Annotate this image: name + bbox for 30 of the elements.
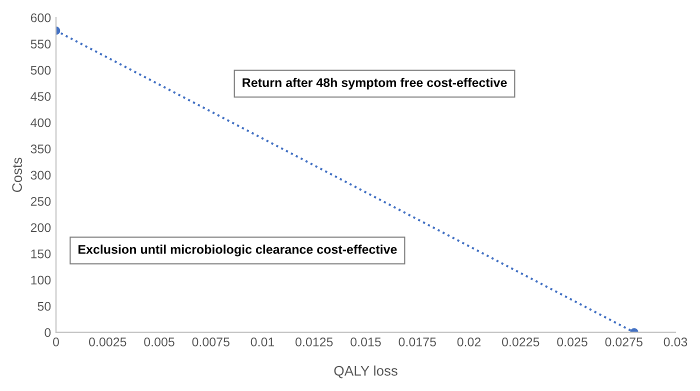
x-tick-label: 0.02 — [457, 338, 481, 346]
y-tick-label: 200 — [30, 223, 51, 232]
annotation: Return after 48h symptom free cost-effective — [242, 78, 507, 90]
y-tick-label: 400 — [30, 118, 51, 128]
x-tick-label: 0.0175 — [398, 338, 436, 346]
y-tick-label: 600 — [30, 13, 51, 22]
y-tick-label: 50 — [38, 302, 51, 311]
x-tick-label: 0.03 — [664, 338, 688, 346]
x-tick-label: 0.0025 — [89, 338, 126, 346]
y-tick-label: 100 — [31, 276, 51, 285]
y-tick-label: 300 — [30, 170, 51, 180]
y-tick-label: 500 — [30, 66, 51, 75]
x-tick-label: 0.01 — [250, 338, 274, 346]
y-tick-label: 150 — [31, 249, 51, 258]
x-axis-title: QALY loss — [334, 366, 398, 378]
x-tick-label: 0.0275 — [605, 338, 642, 346]
y-tick-label: 0 — [44, 328, 51, 337]
x-tick-label: 0.0075 — [192, 338, 230, 346]
x-tick-label: 0.025 — [557, 338, 588, 346]
y-tick-label: 250 — [30, 197, 51, 206]
annotation: Exclusion until microbiologic clearance cost-effective — [78, 244, 397, 256]
x-tick-label: 0 — [53, 338, 59, 346]
y-tick-label: 450 — [30, 92, 51, 101]
y-tick-label: 550 — [30, 40, 51, 48]
x-tick-label: 0.015 — [350, 338, 381, 346]
x-tick-label: 0.0225 — [502, 338, 540, 346]
x-tick-label: 0.0125 — [296, 338, 333, 346]
x-tick-label: 0.005 — [144, 338, 174, 346]
y-axis-title: Costs — [12, 158, 22, 192]
y-tick-label: 350 — [30, 144, 51, 154]
